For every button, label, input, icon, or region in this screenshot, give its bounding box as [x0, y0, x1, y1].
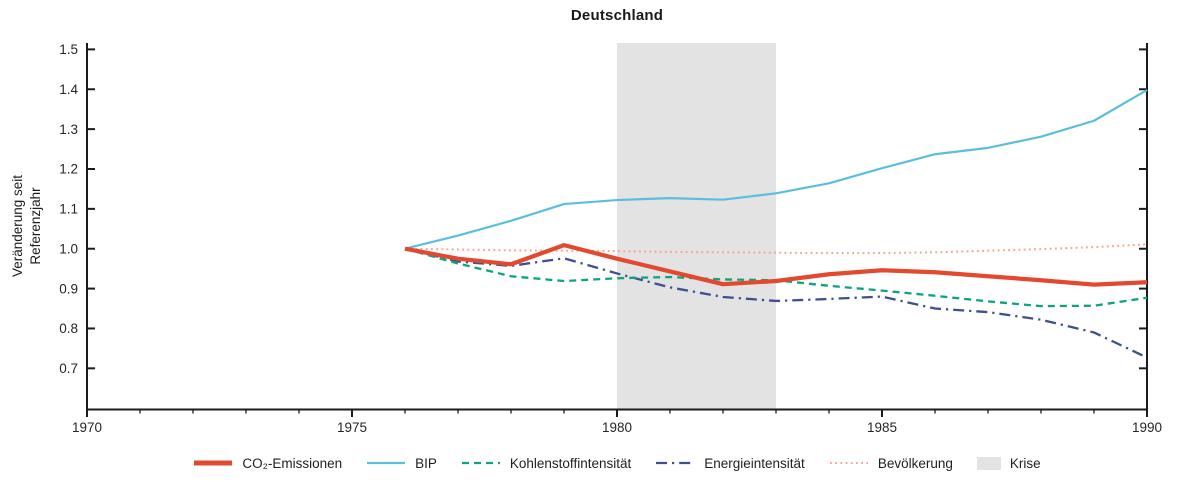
x-axis-tick-label: 1970: [72, 420, 102, 435]
y-axis-tick-label: 0.9: [59, 281, 78, 296]
legend-swatch-energieintensitaet: [656, 461, 695, 465]
legend-item-co2: CO₂-Emissionen: [193, 455, 342, 471]
legend-label-bevoelkerung: Bevölkerung: [877, 455, 953, 471]
legend-label-co2: CO₂-Emissionen: [242, 455, 343, 471]
legend-swatch-bip: [367, 461, 406, 465]
series-line-bip: [404, 89, 1148, 250]
x-axis-tick-label: 1985: [867, 420, 897, 435]
y-axis-tick-label: 1.0: [59, 241, 78, 256]
x-axis-tick-label: 1980: [602, 420, 632, 435]
series-line-co2: [404, 243, 1148, 287]
legend-label-kohlenstoffintensitaet: Kohlenstoffintensität: [509, 455, 632, 471]
crisis-band: [617, 43, 776, 409]
chart-title: Deutschland: [570, 7, 664, 24]
y-axis-tick-label: 0.7: [59, 361, 78, 376]
legend-label-bip: BIP: [415, 455, 437, 471]
y-axis-tick-label: 1.1: [59, 202, 78, 217]
legend-item-bevoelkerung: Bevölkerung: [829, 455, 953, 471]
legend-item-bip: BIP: [366, 455, 437, 471]
series-line-energieintensitaet: [404, 247, 1148, 359]
legend: CO₂-Emissionen BIP Kohlenstoffintensität En…: [87, 452, 1147, 474]
x-axis-tick-label: 1990: [1132, 420, 1162, 435]
legend-swatch-kohlenstoffintensitaet: [461, 461, 500, 465]
legend-item-energieintensitaet: Energieintensität: [655, 455, 805, 471]
y-axis-tick-label: 0.8: [59, 321, 78, 336]
x-axis-tick-label: 1975: [337, 420, 367, 435]
legend-swatch-krise: [976, 456, 1001, 470]
legend-item-kohlenstoffintensitaet: Kohlenstoffintensität: [461, 455, 631, 471]
y-axis-tick-label: 1.4: [59, 82, 78, 97]
legend-label-energieintensitaet: Energieintensität: [704, 455, 805, 471]
y-axis-tick-label: 1.2: [59, 162, 78, 177]
legend-swatch-bevoelkerung: [829, 461, 868, 465]
legend-item-krise: Krise: [976, 455, 1041, 471]
y-axis-tick-label: 1.3: [59, 122, 78, 137]
legend-label-krise: Krise: [1009, 455, 1041, 471]
y-axis-tick-label: 1.5: [59, 42, 78, 57]
legend-swatch-co2: [194, 460, 233, 466]
